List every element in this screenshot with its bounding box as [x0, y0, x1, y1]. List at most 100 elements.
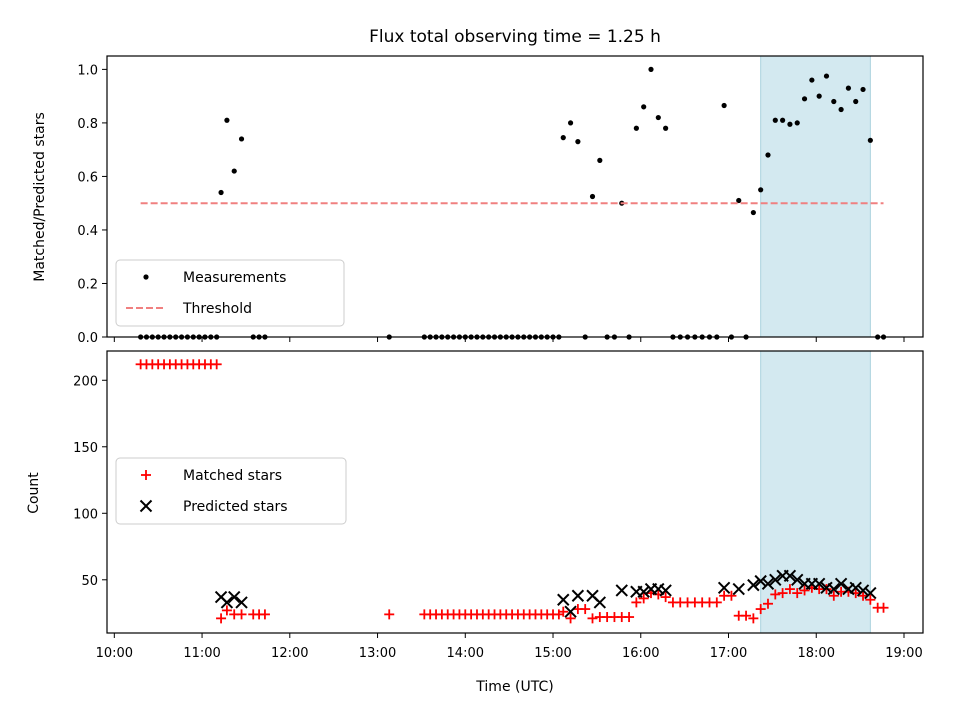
predicted-star-point: [235, 596, 248, 609]
measurement-point: [823, 73, 830, 79]
matched-star-point: [558, 606, 569, 617]
matched-star-point: [580, 604, 591, 615]
matched-star-point: [762, 598, 773, 609]
legend-entry-label: Predicted stars: [183, 499, 288, 515]
measurement-point: [575, 139, 581, 145]
measurement-point: [597, 157, 603, 163]
bottom-y-tick-label: 50: [81, 574, 98, 589]
matched-star-point: [384, 609, 395, 620]
bottom-y-tick-label: 150: [73, 441, 98, 456]
measurement-point: [780, 117, 786, 123]
legend-entry-label: Threshold: [182, 301, 252, 317]
x-tick-label: 16:00: [622, 646, 659, 661]
matched-star-point: [784, 584, 795, 595]
predicted-star-point: [732, 582, 745, 596]
measurement-point: [801, 96, 808, 102]
measurement-point: [218, 189, 224, 196]
measurement-point: [641, 104, 647, 110]
matched-star-point: [638, 593, 649, 604]
matched-star-point: [259, 609, 270, 620]
top-y-tick-label: 0.8: [77, 117, 98, 132]
matched-star-point: [631, 597, 642, 608]
measurement-point: [860, 86, 866, 93]
predicted-star-point: [593, 596, 607, 609]
bottom-series: [214, 569, 877, 618]
top-legend: Measurements Threshold: [115, 259, 345, 327]
predicted-star-point: [791, 573, 804, 586]
measurement-point: [589, 193, 596, 200]
top-y-tick-label: 0.2: [77, 277, 98, 292]
matched-star-point: [878, 602, 889, 613]
bottom-legend-box: [115, 457, 347, 525]
measurement-point: [794, 120, 800, 126]
top-y-tick-label: 0.4: [77, 224, 98, 239]
chart-title: Flux total observing time = 1.25 h: [369, 27, 661, 47]
predicted-star-point: [769, 573, 782, 586]
predicted-star-point: [754, 574, 767, 588]
bottom-series: [135, 359, 889, 624]
bottom-y-tick-label: 100: [73, 507, 98, 522]
measurement-point: [772, 117, 778, 123]
measurement-point: [758, 187, 764, 193]
measurement-point: [736, 197, 742, 204]
matched-star-point: [792, 588, 803, 599]
legend-entry-label: Matched stars: [183, 468, 282, 484]
measurement-point: [224, 117, 230, 123]
measurement-point: [787, 121, 793, 127]
predicted-star-point: [783, 569, 797, 583]
matched-star-point: [565, 613, 576, 624]
x-axis-label: Time (UTC): [475, 679, 553, 695]
top-y-tick-label: 0.6: [77, 170, 98, 185]
predicted-star-point: [615, 584, 628, 597]
predicted-star-point: [812, 577, 826, 590]
top-y-tick-label: 1.0: [77, 63, 98, 78]
measurement-point: [750, 209, 756, 216]
top-y-tick-label: 0.0: [77, 331, 98, 346]
predicted-star-point: [571, 589, 585, 602]
x-tick-label: 15:00: [534, 646, 571, 661]
matched-star-point: [777, 588, 788, 599]
measurement-point: [721, 102, 727, 109]
top-axes-frame: [106, 55, 924, 338]
matched-star-point: [748, 613, 759, 624]
matched-star-point: [660, 592, 671, 603]
top-panel: 0.0 0.2 0.4 0.6 0.8 1.0 Measurements Threshold: [77, 55, 924, 346]
predicted-star-point: [761, 577, 775, 590]
x-tick-label: 11:00: [183, 646, 220, 661]
measurement-point: [560, 135, 566, 141]
predicted-star-point: [834, 577, 848, 590]
x-tick-label: 10:00: [96, 646, 133, 661]
measurement-point: [238, 136, 245, 142]
matched-star-point: [211, 359, 222, 370]
top-legend-box: [115, 259, 345, 327]
x-tick-label: 13:00: [359, 646, 396, 661]
measurement-point: [663, 125, 669, 131]
legend-marker-swatch: [139, 499, 153, 513]
x-tick-label: 17:00: [710, 646, 747, 661]
measurement-point: [838, 106, 844, 113]
matched-star-point: [711, 597, 722, 608]
predicted-star-point: [856, 584, 870, 597]
measurement-point: [867, 137, 873, 143]
matched-star-point: [221, 605, 232, 616]
predicted-star-point: [747, 578, 760, 592]
bottom-panel: 10:00 11:00 12:00 13:00 14:00 15:00 16:00 17:00…: [73, 350, 924, 661]
x-tick-label: 19:00: [885, 646, 922, 661]
measurement-point: [845, 85, 852, 91]
x-tick-label: 18:00: [798, 646, 835, 661]
measurement-point: [765, 152, 771, 158]
measurement-point: [231, 168, 237, 174]
predicted-star-point: [228, 590, 241, 604]
matched-star-point: [236, 609, 247, 620]
measurement-point: [567, 120, 574, 126]
matched-star-point: [799, 585, 810, 596]
top-highlight-span: [760, 55, 871, 338]
measurement-point: [809, 77, 815, 83]
legend-marker-swatch: [141, 470, 151, 480]
bottom-axes-frame: [106, 350, 924, 634]
matched-star-point: [624, 612, 635, 623]
measurement-point: [633, 125, 639, 131]
top-y-axis-label: Matched/Predicted stars: [32, 112, 48, 282]
matched-star-point: [865, 594, 876, 605]
matched-star-point: [828, 590, 839, 601]
